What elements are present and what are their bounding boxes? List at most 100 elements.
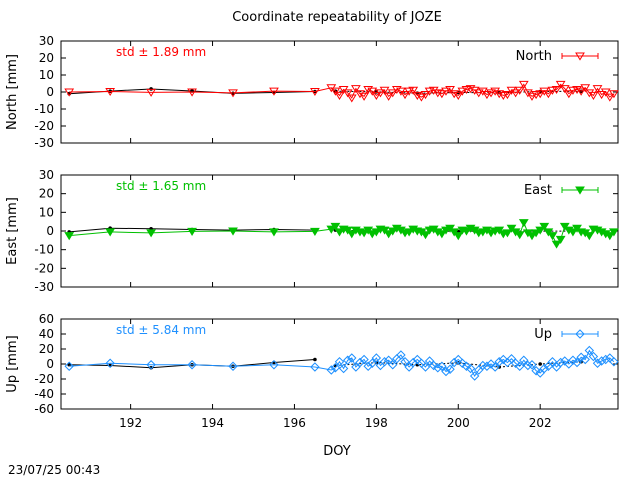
std-label: std ± 1.89 mm [116,45,206,59]
legend-label: Up [534,327,552,342]
y-tick-label: 60 [39,312,54,326]
series-point [334,91,345,100]
series-point [502,229,513,238]
series-point [584,345,595,356]
series-point [461,361,472,371]
series-point [330,363,341,373]
series-point [498,91,509,100]
chart-title: Coordinate repeatability of JOZE [232,10,442,25]
series-point [510,358,521,368]
series-point [387,227,398,236]
series-point [449,357,459,368]
series-point [572,357,582,368]
series-point [338,363,349,374]
series-point [228,89,238,98]
series-point [555,235,566,244]
series-point [228,227,238,236]
series-point [379,86,390,95]
series-point [420,362,431,372]
series-point [441,87,451,96]
x-axis-label: DOY [323,444,351,459]
series-point [555,80,566,89]
series-point [490,87,501,96]
series-point [457,358,468,368]
series-point [519,355,529,365]
series-point [576,352,586,362]
y-tick-label: -10 [34,243,54,257]
y-tick-label: 20 [39,187,54,201]
series-point [64,88,75,97]
series-point [437,361,447,371]
series-point [465,363,476,374]
series-point [600,88,611,97]
series-point [580,354,590,365]
y-tick-label: 40 [39,327,54,341]
series-point [568,86,578,95]
series-point [400,357,410,367]
y-tick-label: -20 [34,119,54,133]
series-point [383,92,394,101]
y-axis-label: East [mm] [5,197,20,265]
series-point [359,229,369,238]
series-point [441,366,451,377]
series-point [604,93,615,102]
series-point [531,229,541,238]
x-tick-label: 196 [283,416,306,430]
series-point [105,358,115,368]
series-point [601,354,611,365]
series-point [523,360,533,371]
series-point [412,91,423,100]
series-point [531,91,541,100]
series-point [404,87,415,96]
y-tick-label: -20 [34,261,54,275]
series-point [428,86,439,95]
chart-panels: -30 -20 -10 0 10 20 30 North [mm] std ± 1.89 mm N… [5,34,619,430]
series-point [371,228,382,237]
series-point [408,357,418,368]
series-point [346,94,357,103]
x-tick-label: 192 [119,416,142,430]
series-point [330,87,341,96]
series-point [535,90,546,99]
y-tick-label: -60 [34,402,54,416]
series-point [551,240,562,249]
y-tick-label: 0 [46,357,54,371]
series-point [482,361,492,371]
series-point [334,357,345,367]
series-point [461,227,472,236]
y-tick-label: 10 [39,205,54,219]
series-point [383,230,394,239]
series-point [576,87,587,96]
panel-east: -30 -20 -10 0 10 20 30 East [mm] std ± 1.65 mm Ea… [5,168,619,294]
series-point [609,357,619,367]
series-point [379,357,390,367]
series-point [355,90,365,99]
series-point [105,87,116,97]
series-point [187,360,197,370]
series-point [604,232,615,241]
series-point [449,90,460,99]
series-point [592,358,603,368]
series-point [527,232,537,241]
series-point [371,91,382,100]
series-point [326,225,337,234]
series-point [326,365,337,375]
series-point [346,230,357,239]
series-point [433,363,443,373]
series-point [588,351,599,362]
series-point [355,357,365,368]
series-point [498,354,509,365]
series-point [531,366,541,376]
daily-point [313,357,317,362]
std-label: std ± 1.65 mm [116,179,206,193]
series-point [465,85,476,94]
series-point [424,87,435,96]
legend-label: East [524,183,552,198]
series-point [367,87,378,96]
series-point [269,87,279,96]
series-point [494,357,504,367]
series-point [391,85,402,95]
series-point [486,359,496,369]
series-point [563,90,574,99]
